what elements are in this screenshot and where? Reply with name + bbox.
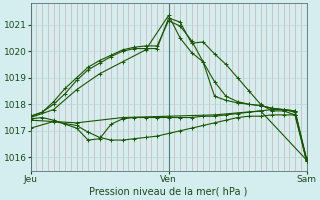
X-axis label: Pression niveau de la mer( hPa ): Pression niveau de la mer( hPa ) [89,187,248,197]
